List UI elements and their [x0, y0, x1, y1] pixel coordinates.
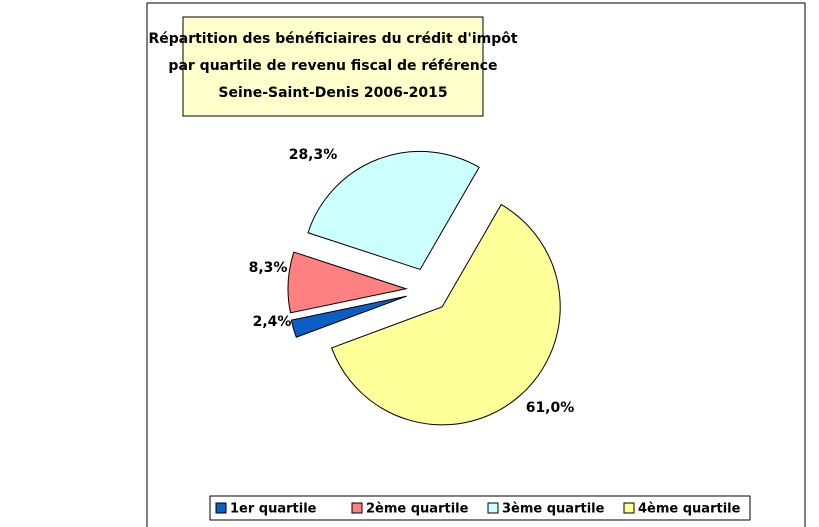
- legend-swatch: [215, 502, 227, 514]
- legend-swatch: [623, 502, 635, 514]
- pie-slice: [307, 150, 480, 271]
- legend-box: [209, 495, 751, 521]
- chart-title: Seine-Saint-Denis 2006-2015: [218, 85, 447, 101]
- legend-label: 1er quartile: [230, 502, 317, 517]
- legend-label: 2ème quartile: [366, 502, 469, 517]
- data-label: 8,3%: [249, 260, 288, 276]
- title-box: [182, 16, 484, 117]
- pie-slice: [287, 251, 408, 314]
- data-label: 28,3%: [289, 147, 338, 163]
- chart-title: Répartition des bénéficiaires du crédit …: [148, 31, 517, 47]
- legend-swatch: [351, 502, 363, 514]
- pie-slice: [290, 295, 408, 338]
- data-label: 61,0%: [526, 400, 575, 416]
- data-label: 2,4%: [253, 314, 292, 330]
- chart-title: par quartile de revenu fiscal de référen…: [168, 58, 497, 74]
- legend-label: 4ème quartile: [638, 502, 741, 517]
- legend-swatch: [487, 502, 499, 514]
- legend-label: 3ème quartile: [502, 502, 605, 517]
- pie-slice: [330, 203, 561, 426]
